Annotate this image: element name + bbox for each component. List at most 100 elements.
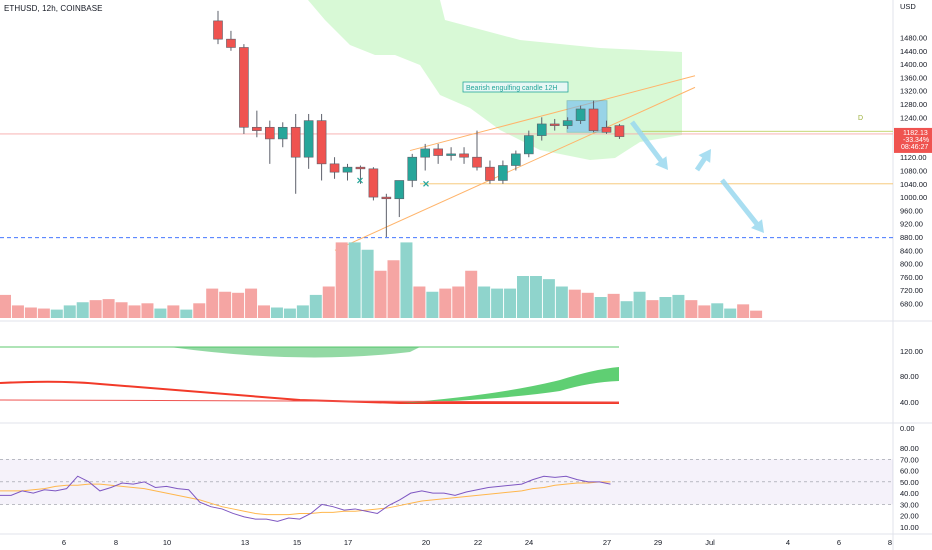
symbol-title: ETHUSD, 12h, COINBASE	[4, 4, 103, 13]
volume-bar	[141, 303, 154, 318]
price-axis-tick: 1400.00	[900, 60, 927, 69]
volume-bar	[309, 294, 322, 318]
volume-bar	[646, 300, 659, 318]
level-d-label: D	[858, 115, 863, 122]
price-axis-tick: 1240.00	[900, 113, 927, 122]
candle-body	[368, 168, 379, 198]
volume-bar	[452, 286, 465, 318]
volume-bar	[270, 307, 283, 318]
volume-bar	[672, 294, 685, 318]
volume-bar	[296, 305, 309, 318]
volume-bar	[491, 288, 504, 318]
rsi-axis-tick: 70.00	[900, 455, 919, 464]
volume-bar	[374, 270, 387, 318]
time-axis-tick: 15	[293, 538, 301, 547]
volume-bar	[11, 305, 24, 318]
candle-body	[549, 123, 560, 126]
candle-body	[407, 156, 418, 181]
time-axis-tick: 20	[422, 538, 430, 547]
price-axis-tick: 920.00	[900, 220, 923, 229]
volume-bar	[724, 308, 737, 318]
macd-axis-tick: 120.00	[900, 347, 923, 356]
volume-bar	[426, 291, 439, 318]
price-axis-tick: 1000.00	[900, 193, 927, 202]
price-axis-tick: 1280.00	[900, 100, 927, 109]
candle-body	[511, 153, 521, 166]
last-price-tag	[894, 127, 932, 153]
rsi-ma-line	[0, 481, 611, 516]
time-axis-tick: 22	[474, 538, 482, 547]
di-baseline	[0, 399, 620, 403]
volume-bar	[232, 292, 245, 318]
candle-body	[239, 47, 249, 128]
candle-body	[342, 166, 353, 173]
di-red-line	[0, 380, 619, 404]
volume-bar	[219, 291, 232, 318]
time-axis-tick: 8	[114, 538, 118, 547]
candle-body	[355, 166, 366, 170]
price-axis-tick: 1040.00	[900, 180, 927, 189]
volume-bar	[89, 300, 102, 318]
volume-bar	[504, 288, 517, 318]
volume-bar	[750, 310, 763, 318]
signal-cross-marker	[357, 177, 363, 184]
volume-bar	[258, 305, 270, 318]
candle-body	[381, 196, 392, 200]
volume-bar	[102, 299, 115, 318]
trendline-lower	[334, 86, 696, 251]
price-axis-tick: 1480.00	[900, 34, 927, 43]
volume-bar	[167, 305, 180, 318]
price-axis-tick: 1360.00	[900, 73, 927, 82]
time-axis-tick: 27	[603, 538, 611, 547]
candle-body	[588, 108, 599, 131]
volume-bar	[387, 260, 400, 318]
candle-body	[446, 153, 456, 156]
adx-fill	[170, 347, 420, 358]
volume-bar	[193, 303, 206, 318]
volume-bar	[529, 276, 542, 318]
volume-bar	[24, 307, 37, 318]
rsi-axis-tick: 60.00	[900, 467, 919, 476]
volume-bar	[348, 242, 361, 318]
volume-bar	[400, 242, 413, 318]
candle-body	[316, 120, 327, 165]
macd-axis-tick: 80.00	[900, 372, 919, 381]
volume-bar	[542, 279, 555, 318]
volume-bar	[63, 305, 76, 318]
volume-bar	[737, 304, 750, 318]
candle-body	[562, 120, 573, 126]
candle-body	[472, 156, 482, 168]
engulfing-highlight-box	[566, 100, 608, 133]
annotation-label: Bearish engulfing candle 12H	[466, 85, 557, 92]
candle-body	[252, 126, 262, 131]
signal-cross-marker	[423, 180, 429, 187]
cloud-area	[308, 0, 682, 160]
volume-bar	[76, 302, 89, 318]
projection-arrow-down	[630, 120, 668, 170]
volume-bar	[37, 308, 50, 318]
volume-bar	[594, 297, 607, 318]
candle-body	[433, 148, 443, 156]
volume-bar	[607, 293, 620, 318]
volume-bar	[478, 286, 491, 318]
time-axis-tick: 13	[241, 538, 249, 547]
volume-bar	[322, 286, 335, 318]
volume-bar	[206, 288, 219, 318]
candle-body	[536, 123, 547, 136]
candle-body	[394, 180, 405, 200]
candle-body	[213, 20, 223, 40]
volume-bar	[128, 305, 141, 318]
price-axis-tick: 760.00	[900, 273, 923, 282]
macd-axis-tick: 0.00	[900, 424, 915, 433]
rsi-line	[0, 475, 611, 522]
trendline-upper	[409, 75, 696, 152]
price-axis-tick: 1120.00	[900, 153, 927, 162]
volume-bar	[154, 308, 167, 318]
annotation-box	[462, 81, 569, 93]
countdown-label: 08:46:27	[901, 144, 928, 151]
rsi-axis-tick: 40.00	[900, 489, 919, 498]
volume-bar	[335, 242, 348, 318]
time-axis-tick: 6	[837, 538, 841, 547]
candle-body	[277, 126, 288, 140]
